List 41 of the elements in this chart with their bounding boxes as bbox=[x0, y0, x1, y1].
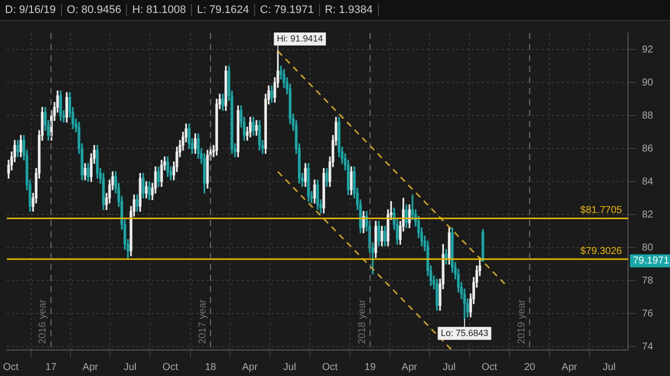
ref-line-label: 2018 year bbox=[356, 298, 368, 344]
y-tick-label: 84 bbox=[642, 176, 654, 188]
ref-line-label: 2016 year bbox=[38, 298, 49, 344]
text: O: 80.9456 bbox=[62, 4, 128, 16]
x-tick-label: 19 bbox=[364, 362, 376, 373]
y-tick-label: 82 bbox=[642, 209, 654, 220]
ref-line-label: $81.7705 bbox=[580, 205, 622, 216]
x-tick-label: Oct bbox=[2, 362, 19, 373]
x-tick-label: Apr bbox=[242, 362, 258, 373]
annotation: Lo: 75.6843 bbox=[440, 328, 488, 338]
ref-line-label: 2017 year bbox=[197, 298, 208, 344]
text: C: 79.1971 bbox=[255, 4, 320, 16]
x-tick-label: Apr bbox=[402, 362, 418, 373]
x-tick-label: Jul bbox=[602, 362, 616, 373]
x-tick-label: Apr bbox=[82, 362, 99, 373]
x-tick-label: Jul bbox=[124, 362, 137, 373]
y-tick-label: 92 bbox=[642, 44, 654, 56]
x-tick-label: 20 bbox=[524, 362, 536, 373]
x-tick-label: Oct bbox=[482, 362, 498, 373]
x-tick-label: Jul bbox=[442, 362, 456, 373]
text: R: 1.9384 bbox=[320, 4, 379, 16]
x-tick-label: Oct bbox=[162, 362, 178, 373]
y-tick-label: 76 bbox=[642, 308, 654, 320]
ref-line-label: $79.3026 bbox=[580, 246, 622, 257]
y-tick-label: 88 bbox=[642, 110, 654, 122]
y-tick-label: 78 bbox=[642, 275, 654, 286]
x-tick-label: 18 bbox=[204, 362, 217, 373]
x-tick-label: Jul bbox=[283, 362, 296, 373]
x-tick-label: Oct bbox=[322, 362, 338, 373]
y-tick-label: 80 bbox=[642, 242, 654, 254]
y-tick-label: 74 bbox=[642, 341, 654, 352]
x-tick-label: Apr bbox=[562, 362, 578, 373]
ref-line-label: 2019 year bbox=[516, 298, 528, 344]
y-tick-label: 86 bbox=[642, 143, 654, 154]
text: H: 81.1008 bbox=[127, 4, 192, 16]
text: D: 9/16/19 bbox=[0, 4, 62, 16]
y-tick-label: 90 bbox=[642, 77, 654, 88]
annotation: Hi: 91.9414 bbox=[276, 33, 323, 44]
text: L: 79.1624 bbox=[192, 4, 256, 16]
x-tick-label: 17 bbox=[45, 362, 57, 373]
text: 79.1971 bbox=[633, 256, 670, 267]
